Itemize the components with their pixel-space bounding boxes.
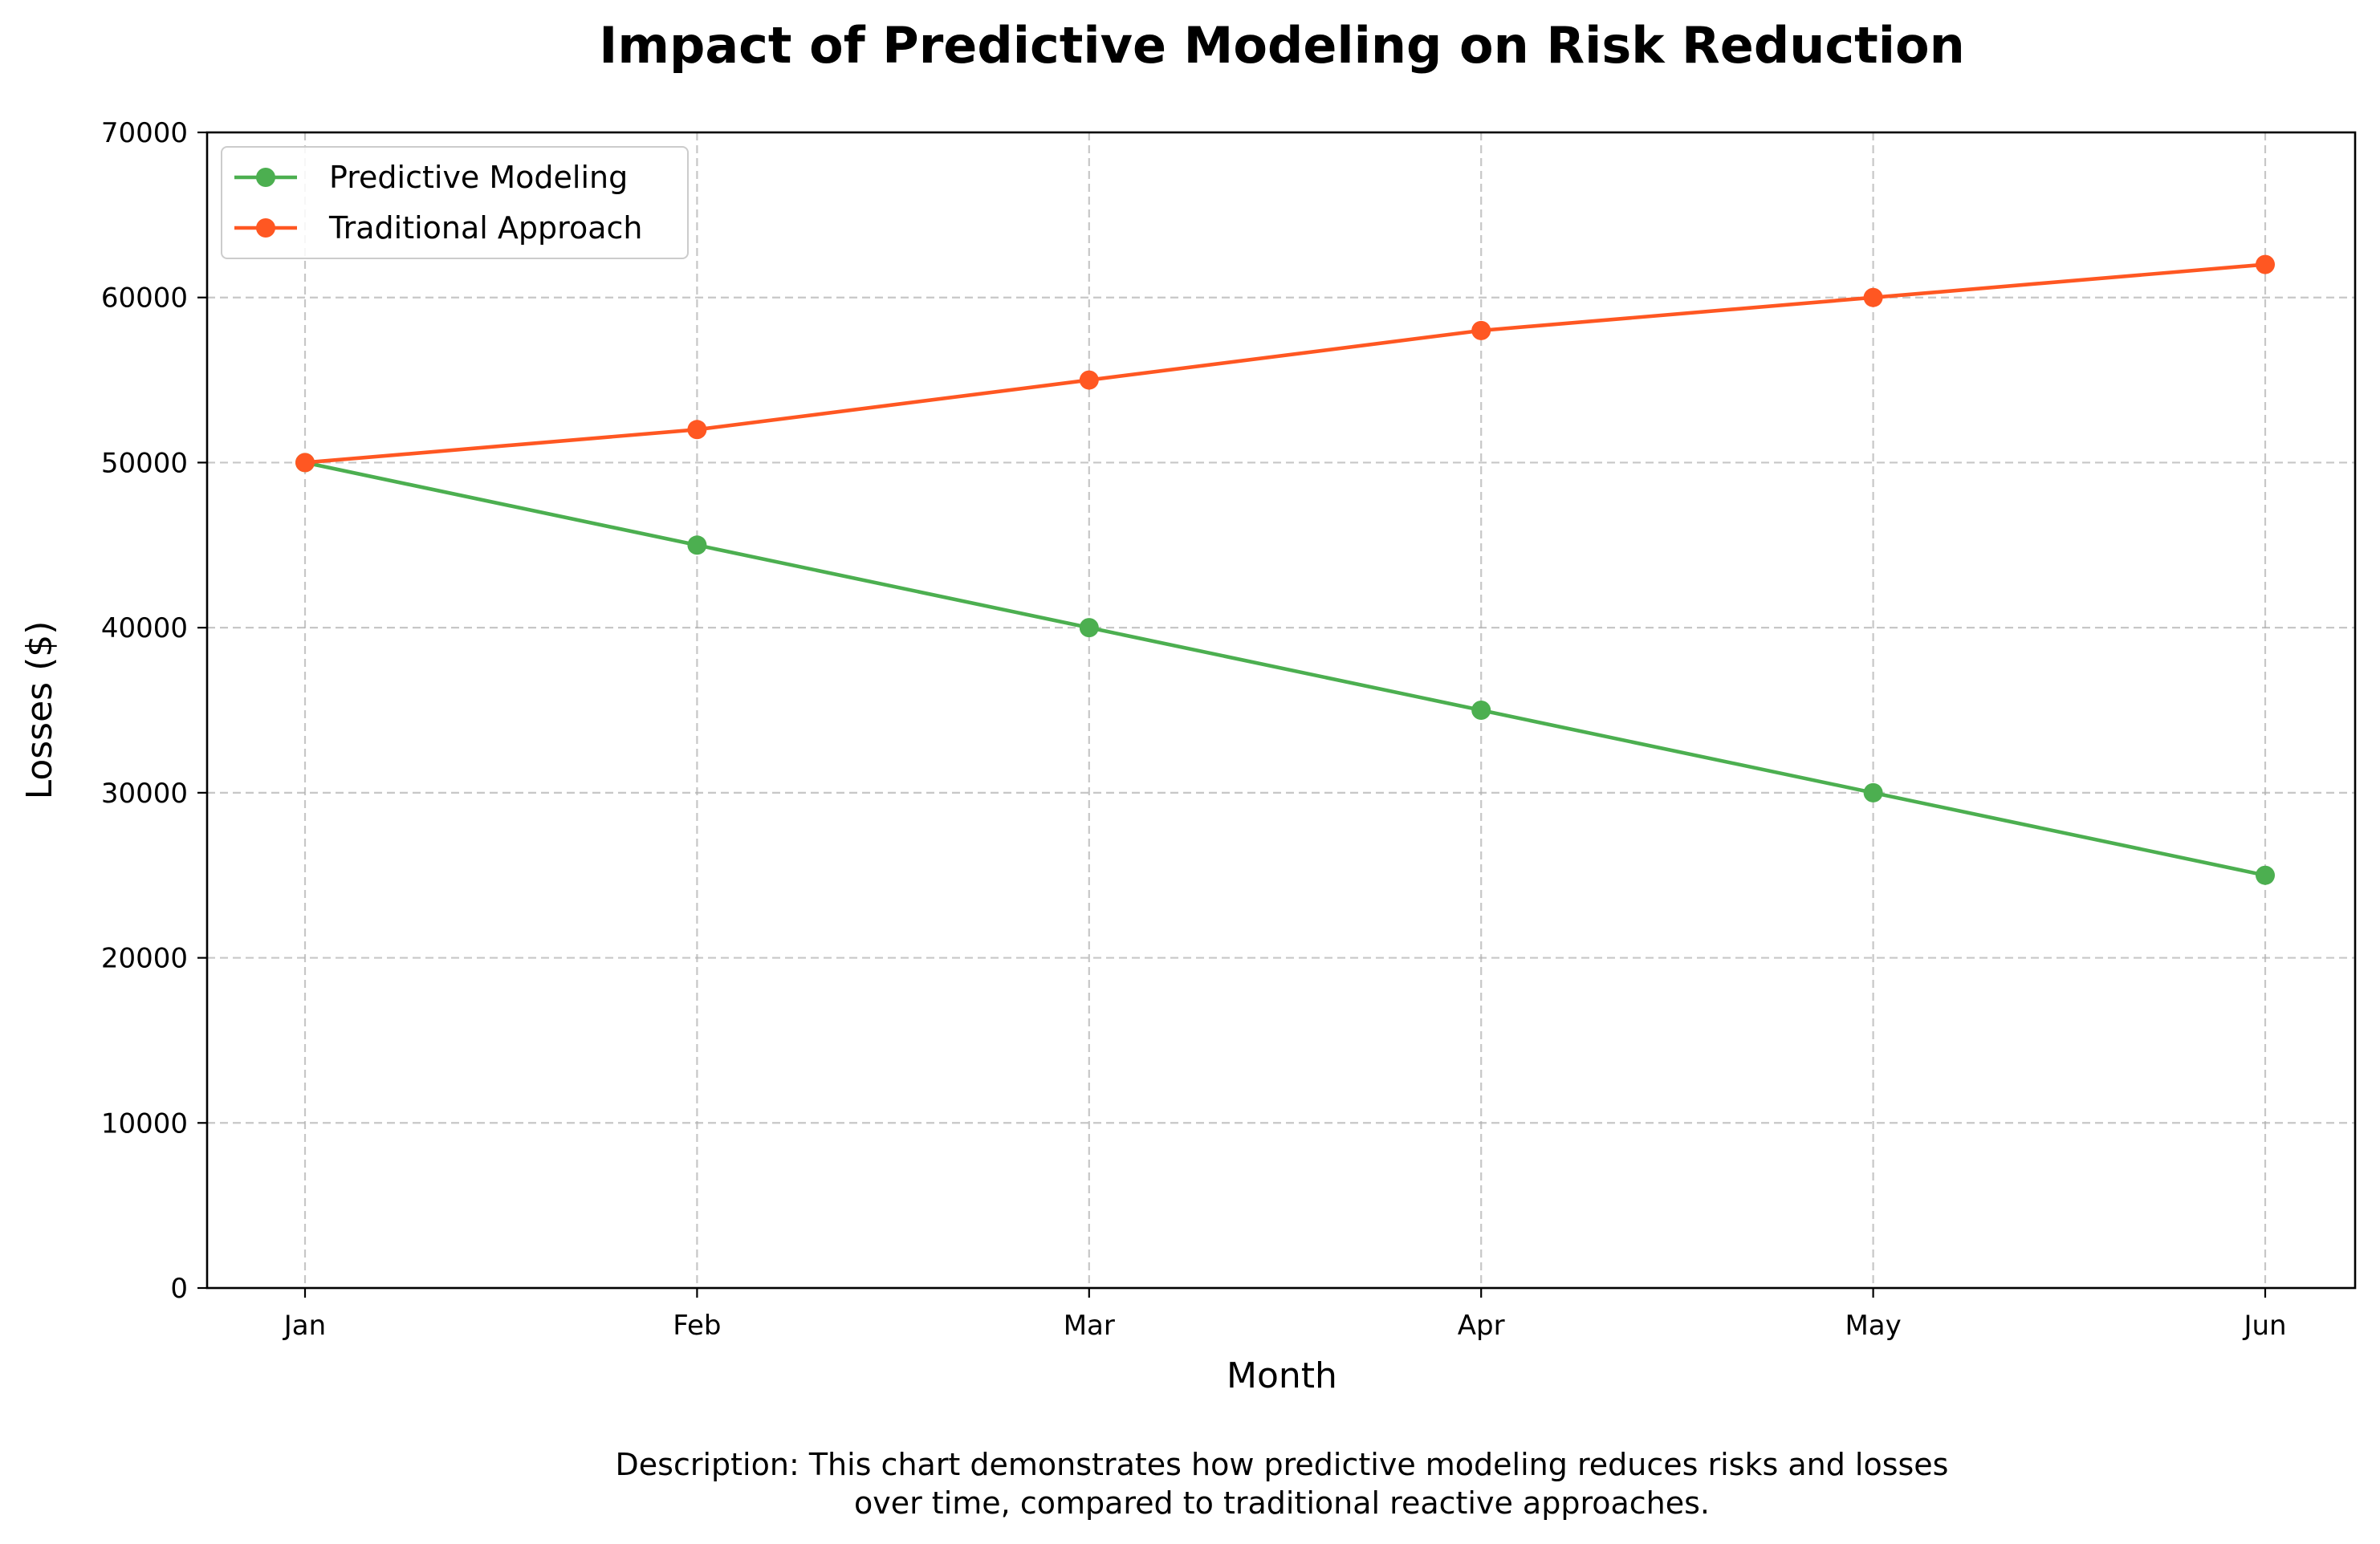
- y-tick-label: 40000: [101, 612, 188, 644]
- data-point-traditional-approach: [1471, 320, 1491, 340]
- y-tick-label: 70000: [101, 117, 188, 149]
- data-point-predictive-modeling: [687, 535, 707, 555]
- series-line-predictive-modeling: [303, 461, 2268, 878]
- y-axis-label: Losses ($): [19, 621, 60, 800]
- grid-lines: [207, 132, 2355, 1288]
- data-point-traditional-approach: [1863, 287, 1883, 307]
- legend-box: [221, 146, 689, 259]
- x-axis-ticks: Jan Feb Mar Apr May Jun: [283, 1288, 2287, 1342]
- legend-marker-traditional-approach: [256, 218, 275, 238]
- y-tick-label: 0: [170, 1273, 188, 1305]
- data-point-traditional-approach: [295, 453, 315, 473]
- x-tick-label: Apr: [1458, 1310, 1505, 1342]
- x-tick-label: Mar: [1064, 1310, 1115, 1342]
- x-axis-label: Month: [1227, 1355, 1337, 1396]
- chart-title: Impact of Predictive Modeling on Risk Re…: [599, 16, 1964, 75]
- x-tick-label: Feb: [673, 1310, 721, 1342]
- y-tick-label: 50000: [101, 447, 188, 479]
- data-point-traditional-approach: [1079, 370, 1099, 390]
- y-tick-label: 10000: [101, 1107, 188, 1140]
- legend-label-predictive-modeling: Predictive Modeling: [329, 160, 628, 195]
- description-line-2: over time, compared to traditional react…: [854, 1485, 1710, 1521]
- y-tick-label: 30000: [101, 778, 188, 810]
- data-point-predictive-modeling: [1471, 701, 1491, 720]
- x-tick-label: Jun: [2242, 1310, 2286, 1342]
- data-point-predictive-modeling: [2256, 865, 2275, 885]
- data-point-predictive-modeling: [1863, 782, 1883, 802]
- data-point-traditional-approach: [2256, 254, 2275, 274]
- series-line-traditional-approach: [303, 262, 2268, 465]
- y-tick-label: 60000: [101, 282, 188, 315]
- legend: Predictive Modeling Traditional Approach: [221, 146, 689, 259]
- legend-label-traditional-approach: Traditional Approach: [328, 210, 642, 246]
- series-group: [295, 254, 2275, 885]
- y-tick-label: 20000: [101, 943, 188, 975]
- legend-marker-predictive-modeling: [256, 168, 275, 187]
- plot-frame: [205, 131, 2357, 1290]
- data-point-traditional-approach: [687, 420, 707, 440]
- y-axis-ticks: 0 10000 20000 30000 40000 50000 60000 70000: [101, 117, 207, 1305]
- description-line-1: Description: This chart demonstrates how…: [616, 1447, 1949, 1482]
- data-point-predictive-modeling: [1079, 618, 1099, 638]
- x-tick-label: Jan: [283, 1310, 326, 1342]
- x-tick-label: May: [1845, 1310, 1901, 1342]
